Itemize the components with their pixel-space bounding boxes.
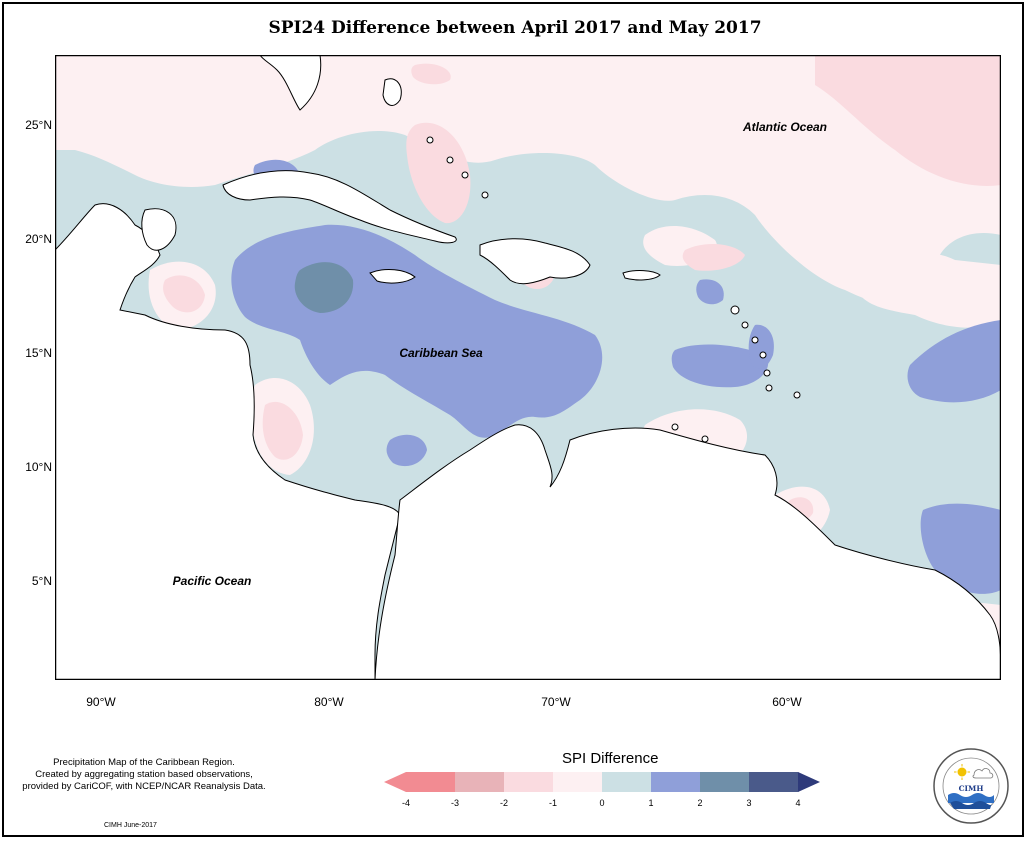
lat-tick-20: 20°N	[25, 232, 52, 246]
spi-strong-positive-zones	[294, 262, 354, 313]
map-title: SPI24 Difference between April 2017 and …	[268, 18, 762, 38]
legend-bin-6	[700, 772, 750, 792]
legend-tick-label: 1	[648, 798, 653, 808]
legend-bin-2	[504, 772, 554, 792]
legend-bin-0	[406, 772, 456, 792]
legend-tick-label: 2	[697, 798, 702, 808]
legend-cells	[384, 772, 820, 792]
legend-colorbar: -4 -3 -2 -1 0 1 2 3 4	[384, 772, 820, 808]
wave-icon	[948, 793, 994, 809]
legend-max-arrow	[798, 772, 820, 792]
lat-tick-10: 10°N	[25, 460, 52, 474]
legend-bin-1	[455, 772, 505, 792]
footer-note: Precipitation Map of the Caribbean Regio…	[8, 757, 280, 793]
legend-tick-label: -2	[500, 798, 508, 808]
footer-line-1: Precipitation Map of the Caribbean Regio…	[53, 757, 235, 768]
sun-icon	[954, 764, 970, 780]
caribbean-sea-label: Caribbean Sea	[399, 346, 483, 360]
legend-title: SPI Difference	[562, 750, 659, 767]
cimh-logo: CIMH	[933, 748, 1009, 824]
legend-tick-label: -3	[451, 798, 459, 808]
legend-bin-7	[749, 772, 799, 792]
logo-text: CIMH	[959, 784, 984, 793]
lon-tick-90: 90°W	[86, 695, 116, 709]
legend-tick-label: 4	[795, 798, 800, 808]
legend-bin-4	[602, 772, 652, 792]
lon-tick-70: 70°W	[541, 695, 571, 709]
legend-tick-label: -1	[549, 798, 557, 808]
lat-tick-15: 15°N	[25, 346, 52, 360]
lesser-antilles	[426, 136, 801, 443]
footer-line-2: Created by aggregating station based obs…	[35, 769, 253, 780]
legend-tick-label: 3	[746, 798, 751, 808]
legend-tick-labels: -4 -3 -2 -1 0 1 2 3 4	[402, 798, 801, 808]
atlantic-ocean-label: Atlantic Ocean	[742, 120, 827, 134]
pacific-ocean-label: Pacific Ocean	[173, 574, 252, 588]
lon-tick-80: 80°W	[314, 695, 344, 709]
map-panel[interactable]: Atlantic Ocean Caribbean Sea Pacific Oce…	[55, 55, 1001, 680]
legend-tick-label: -4	[402, 798, 410, 808]
cloud-icon	[972, 768, 994, 779]
land-masses	[55, 55, 1001, 680]
footer-line-3: provided by CariCOF, with NCEP/NCAR Rean…	[22, 781, 266, 792]
lat-tick-25: 25°N	[25, 118, 52, 132]
map-border	[55, 55, 1001, 680]
footer-credit: CIMH June-2017	[104, 822, 157, 829]
legend-bin-5	[651, 772, 701, 792]
legend-tick-label: 0	[599, 798, 604, 808]
legend-min-arrow	[384, 772, 406, 792]
map-canvas: Atlantic Ocean Caribbean Sea Pacific Oce…	[55, 55, 1001, 680]
lon-tick-60: 60°W	[772, 695, 802, 709]
lat-tick-5: 5°N	[31, 574, 52, 588]
legend-bin-3	[553, 772, 603, 792]
